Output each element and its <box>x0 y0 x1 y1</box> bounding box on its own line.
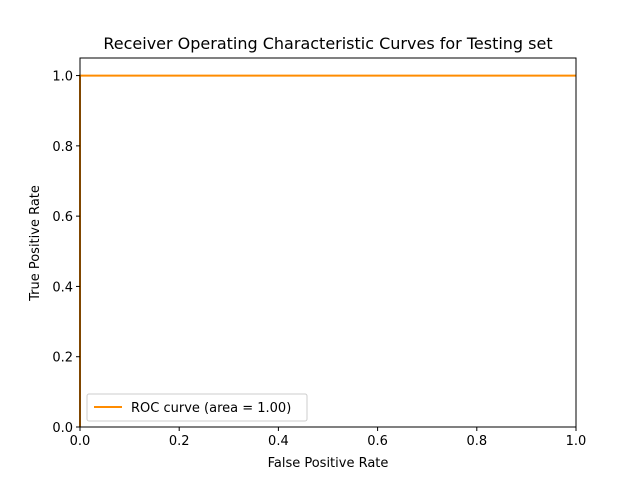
legend-box <box>86 393 308 422</box>
y-tick-label: 0.6 <box>52 210 73 225</box>
y-tick-label: 0.8 <box>52 140 73 155</box>
plot-area <box>79 57 577 428</box>
x-tick-label: 0.4 <box>268 434 289 449</box>
legend: ROC curve (area = 1.00) <box>86 393 308 422</box>
y-tick-label: 0.2 <box>52 351 73 366</box>
x-tick-label: 1.0 <box>566 434 587 449</box>
plot-frame <box>79 57 577 428</box>
y-axis-label: True Positive Rate <box>28 185 43 302</box>
x-tick-label: 0.8 <box>466 434 487 449</box>
x-axis-label: False Positive Rate <box>268 456 389 471</box>
roc-curve-line <box>79 74 576 427</box>
x-axis-ticks: 0.0 0.2 0.4 0.6 0.8 1.0 <box>70 427 587 449</box>
x-tick-label: 0.0 <box>70 434 91 449</box>
x-tick-label: 0.2 <box>169 434 190 449</box>
y-tick-label: 0.0 <box>52 421 73 436</box>
y-tick-label: 0.4 <box>52 280 73 295</box>
x-tick-label: 0.6 <box>367 434 388 449</box>
y-axis-ticks: 0.0 0.2 0.4 0.6 0.8 1.0 <box>52 70 80 436</box>
chart-title: Receiver Operating Characteristic Curves… <box>103 34 552 53</box>
series-layer <box>79 74 576 427</box>
legend-label: ROC curve (area = 1.00) <box>131 401 291 416</box>
y-tick-label: 1.0 <box>52 70 73 85</box>
